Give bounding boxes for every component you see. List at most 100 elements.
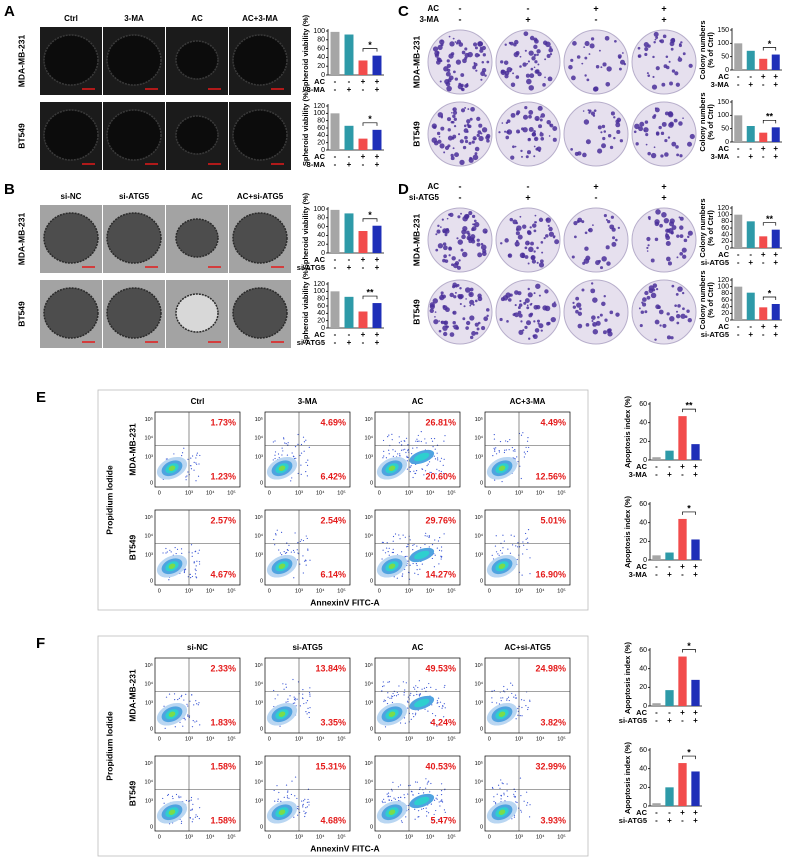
event-dot bbox=[198, 561, 201, 563]
event-dot bbox=[285, 686, 287, 688]
event-dot bbox=[500, 697, 502, 699]
colony bbox=[544, 305, 551, 312]
colony bbox=[453, 117, 457, 121]
event-dot bbox=[435, 473, 437, 475]
colony bbox=[437, 224, 440, 228]
treatment-sign: - bbox=[595, 192, 598, 202]
colony bbox=[448, 254, 451, 257]
colony bbox=[670, 47, 674, 51]
event-dot bbox=[424, 470, 427, 472]
event-dot bbox=[508, 699, 510, 702]
event-dot bbox=[506, 699, 508, 701]
y-tick-label: 10³ bbox=[365, 552, 373, 558]
colony bbox=[440, 291, 444, 295]
colony bbox=[644, 290, 649, 296]
quadrant-percent: 5.47% bbox=[430, 815, 456, 825]
colony bbox=[469, 293, 472, 296]
colony bbox=[604, 318, 608, 322]
event-dot bbox=[292, 455, 295, 457]
colony bbox=[472, 223, 474, 226]
event-dot bbox=[304, 560, 306, 562]
colony bbox=[590, 282, 594, 285]
colony bbox=[647, 151, 651, 156]
colony bbox=[615, 122, 621, 128]
y-tick-label: 10⁴ bbox=[365, 435, 374, 442]
bar bbox=[746, 292, 755, 320]
factor-label: AC bbox=[718, 322, 729, 331]
colony bbox=[431, 123, 437, 129]
event-dot bbox=[199, 724, 201, 726]
bar bbox=[759, 132, 768, 142]
event-density bbox=[388, 809, 396, 815]
colony bbox=[676, 310, 679, 313]
colony bbox=[455, 42, 459, 45]
event-dot bbox=[399, 453, 401, 455]
event-dot bbox=[392, 535, 395, 538]
event-dot bbox=[529, 804, 531, 806]
factor-label: si-ATG5 bbox=[701, 330, 729, 339]
factor-label: 3-MA bbox=[711, 152, 730, 161]
event-density bbox=[498, 711, 506, 717]
event-dot bbox=[507, 696, 510, 698]
significance-label: * bbox=[368, 210, 372, 220]
event-dot bbox=[294, 697, 296, 700]
event-dot bbox=[440, 789, 443, 792]
event-dot bbox=[284, 442, 286, 444]
event-dot bbox=[280, 800, 282, 802]
bar bbox=[344, 125, 354, 150]
colony bbox=[675, 145, 679, 149]
event-dot bbox=[405, 437, 408, 439]
event-dot bbox=[494, 802, 497, 804]
colony bbox=[548, 47, 554, 53]
colony bbox=[449, 332, 455, 337]
factor-label: si-ATG5 bbox=[701, 258, 729, 267]
colony bbox=[516, 129, 520, 134]
event-dot bbox=[517, 546, 519, 548]
event-dot bbox=[185, 479, 187, 481]
event-dot bbox=[168, 823, 171, 825]
event-dot bbox=[285, 784, 288, 786]
colony bbox=[452, 107, 457, 112]
event-dot bbox=[173, 693, 176, 695]
colony bbox=[445, 307, 450, 313]
factor-sign: + bbox=[761, 72, 766, 81]
colony bbox=[546, 54, 551, 58]
event-dot bbox=[406, 700, 409, 702]
factor-sign: + bbox=[361, 255, 366, 264]
bar bbox=[652, 803, 661, 806]
bar bbox=[691, 539, 700, 560]
event-dot bbox=[526, 804, 528, 806]
colony bbox=[480, 132, 483, 135]
event-dot bbox=[196, 454, 198, 456]
x-tick-label: 10⁴ bbox=[206, 587, 215, 594]
y-tick-label: 0 bbox=[370, 727, 373, 733]
event-dot bbox=[394, 533, 397, 535]
colony bbox=[536, 319, 540, 323]
event-dot bbox=[438, 470, 440, 472]
event-dot bbox=[290, 793, 293, 796]
colony bbox=[654, 237, 659, 242]
colony bbox=[670, 336, 674, 340]
colony bbox=[460, 248, 464, 252]
spheroid bbox=[43, 212, 99, 264]
colony bbox=[440, 116, 443, 119]
event-dot bbox=[181, 452, 184, 454]
event-dot bbox=[413, 470, 415, 472]
colony bbox=[523, 114, 529, 120]
colony bbox=[540, 131, 542, 134]
panel-label: B bbox=[4, 181, 15, 198]
column-label: AC bbox=[191, 192, 203, 201]
factor-label: 3-MA bbox=[307, 160, 326, 169]
event-dot bbox=[443, 440, 445, 442]
event-dot bbox=[196, 815, 198, 818]
colony bbox=[635, 142, 639, 146]
y-tick-label: 120 bbox=[717, 205, 729, 212]
colony bbox=[591, 315, 596, 320]
event-dot bbox=[436, 457, 439, 459]
colony bbox=[451, 256, 456, 261]
event-dot bbox=[381, 685, 384, 688]
colony bbox=[540, 136, 545, 141]
event-dot bbox=[497, 784, 500, 786]
event-dot bbox=[491, 701, 493, 704]
colony bbox=[637, 55, 641, 58]
